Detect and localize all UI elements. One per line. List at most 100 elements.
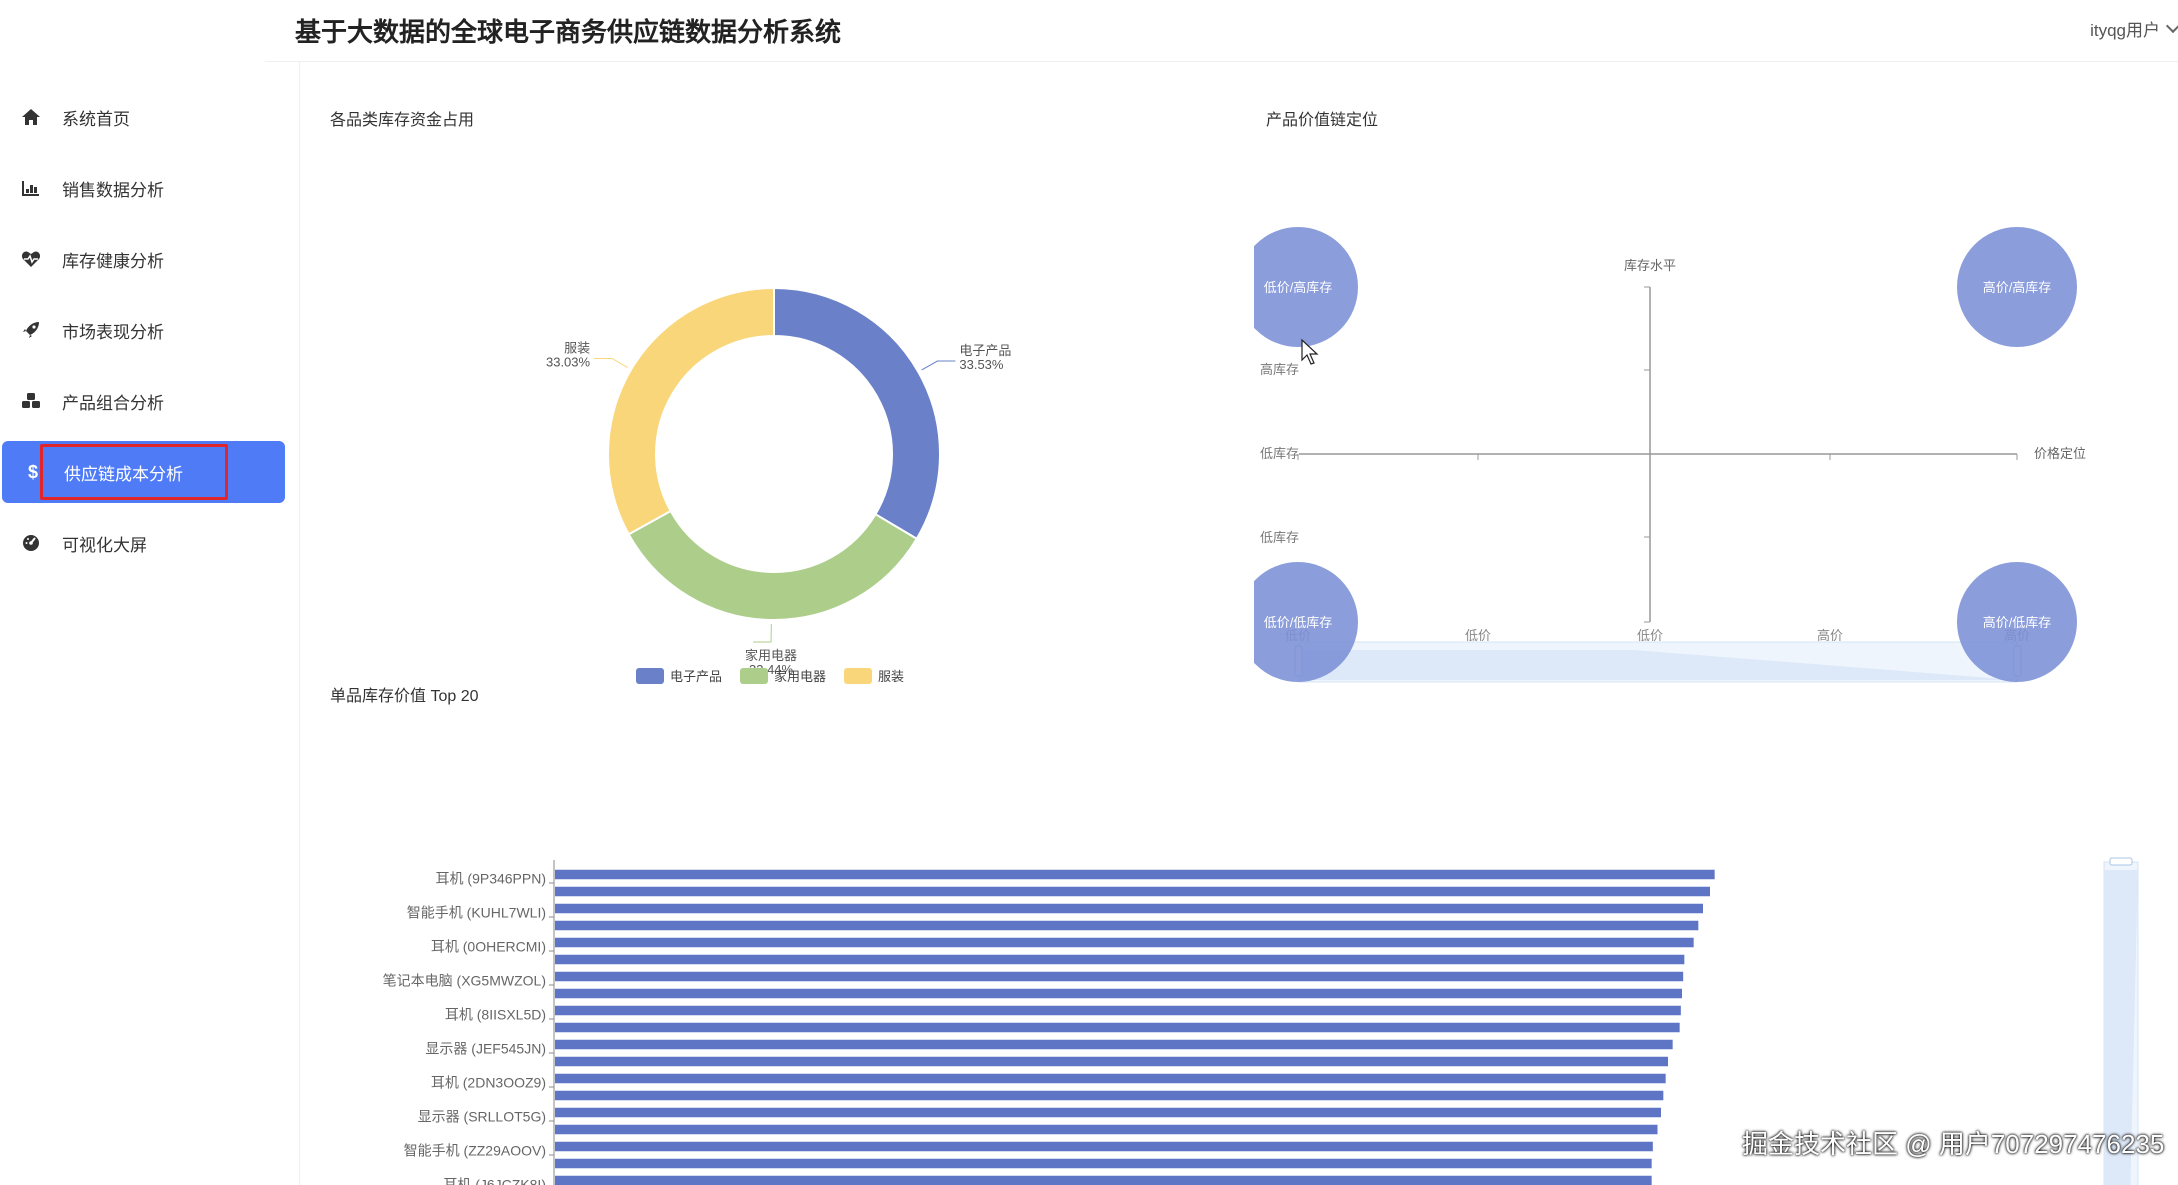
- bar[interactable]: [555, 1056, 1668, 1067]
- sidebar-item-market[interactable]: 市场表现分析: [0, 299, 300, 361]
- category-label: 显示器 (SRLLOT5G): [418, 1109, 546, 1125]
- category-label: 耳机 (9P346PPN): [436, 871, 546, 887]
- sidebar-item-label: 可视化大屏: [62, 535, 147, 555]
- cubes-icon: [20, 390, 42, 412]
- legend-swatch[interactable]: [636, 668, 664, 684]
- quadrant-bubble[interactable]: [1254, 227, 1358, 347]
- bar[interactable]: [555, 1175, 1652, 1185]
- bar[interactable]: [555, 1124, 1658, 1135]
- label-line: [921, 360, 956, 371]
- category-label: 笔记本电脑 (XG5MWZOL): [383, 973, 546, 989]
- datazoom-shadow: [2104, 870, 2138, 1185]
- sidebar-item-inventory[interactable]: 库存健康分析: [0, 228, 300, 290]
- heartbeat-icon: [20, 248, 42, 270]
- sidebar-menu: 系统首页 销售数据分析 库存健康分析 市场表现分析: [0, 86, 300, 583]
- label-line: [594, 357, 628, 369]
- sidebar-item-home[interactable]: 系统首页: [0, 86, 300, 148]
- bar[interactable]: [555, 971, 1684, 982]
- watermark: 掘金技术社区 @ 用户707297476235: [1742, 1129, 2165, 1159]
- slice-value-label: 33.53%: [959, 357, 1004, 372]
- user-name: ityqg用户: [2090, 21, 2160, 40]
- home-icon: [20, 106, 42, 128]
- sidebar-item-supply-cost[interactable]: $ 供应链成本分析: [2, 441, 285, 503]
- category-label: 耳机 (8IISXL5D): [445, 1007, 546, 1023]
- x-tick-label: 低价: [1465, 628, 1491, 643]
- top-header: 基于大数据的全球电子商务供应链数据分析系统 ityqg用户: [265, 0, 2178, 62]
- sidebar-item-label: 市场表现分析: [62, 322, 164, 342]
- bar[interactable]: [555, 869, 1715, 880]
- quadrant-chart: 库存水平价格定位高库存低库存低库存低价低价低价高价高价低价/高库存高价/高库存低…: [1254, 227, 2086, 683]
- user-menu[interactable]: ityqg用户: [2090, 16, 2178, 41]
- rocket-icon: [20, 319, 42, 341]
- category-label: 智能手机 (ZZ29AOOV): [404, 1143, 546, 1159]
- slice-label: 家用电器: [745, 648, 797, 663]
- bar[interactable]: [555, 937, 1694, 948]
- legend-swatch[interactable]: [740, 668, 768, 684]
- category-label: 耳机 (J6JCZK8I): [443, 1177, 546, 1185]
- sidebar-item-big-screen[interactable]: 可视化大屏: [0, 512, 300, 574]
- x-axis-name: 价格定位: [2034, 446, 2086, 461]
- quadrant-label: 低价/低库存: [1264, 615, 1333, 630]
- pie-slice[interactable]: [607, 286, 775, 536]
- donut-chart-title: 各品类库存资金占用: [330, 112, 475, 129]
- quadrant-bubble[interactable]: [1957, 562, 2077, 682]
- top20-bar-chart: 耳机 (9P346PPN) 智能手机 (KUHL7WLI) 耳机 (0OHERCMI…: [383, 857, 2139, 1185]
- slice-label: 服装: [564, 340, 590, 355]
- y-tick-label: 低库存: [1260, 446, 1299, 461]
- bar[interactable]: [555, 1039, 1673, 1050]
- y-tick-label: 低库存: [1260, 530, 1299, 545]
- bar[interactable]: [555, 903, 1703, 914]
- category-label: 耳机 (2DN3OOZ9): [431, 1075, 546, 1091]
- category-label: 显示器 (JEF545JN): [425, 1041, 546, 1057]
- quadrant-chart-title: 产品价值链定位: [1266, 112, 1379, 129]
- bar[interactable]: [555, 1073, 1666, 1084]
- bar[interactable]: [555, 886, 1710, 897]
- sidebar: 系统首页 销售数据分析 库存健康分析 市场表现分析: [0, 0, 300, 1185]
- pie-slice[interactable]: [627, 509, 919, 621]
- quadrant-label: 低价/高库存: [1264, 280, 1333, 295]
- dollar-icon: $: [27, 461, 38, 482]
- bar[interactable]: [555, 1090, 1664, 1101]
- datazoom-shadow: [1299, 650, 2017, 680]
- app-title: 基于大数据的全球电子商务供应链数据分析系统: [295, 17, 842, 47]
- datazoom-handle-top[interactable]: [2109, 857, 2133, 866]
- quadrant-label: 高价/低库存: [1983, 615, 2052, 630]
- quadrant-bubble[interactable]: [1254, 562, 1358, 682]
- category-label: 耳机 (0OHERCMI): [431, 939, 546, 955]
- y-tick-label: 高库存: [1260, 362, 1299, 377]
- label-line: [753, 623, 772, 643]
- sidebar-item-label: 销售数据分析: [62, 180, 164, 200]
- sidebar-item-product-mix[interactable]: 产品组合分析: [0, 370, 300, 432]
- chevron-down-icon: [2165, 18, 2178, 33]
- x-tick-label: 高价: [1817, 628, 1843, 643]
- y-axis-name: 库存水平: [1624, 258, 1676, 273]
- bar[interactable]: [555, 954, 1685, 965]
- sidebar-item-label: 产品组合分析: [62, 393, 164, 413]
- sidebar-item-sales[interactable]: 销售数据分析: [0, 157, 300, 219]
- legend-item: 家用电器: [774, 669, 826, 684]
- quadrant-bubble[interactable]: [1957, 227, 2077, 347]
- legend-swatch[interactable]: [844, 668, 872, 684]
- dashboard-icon: [20, 532, 42, 554]
- mouse-cursor-icon: [1301, 338, 1319, 365]
- pie-slice[interactable]: [773, 286, 941, 541]
- bar[interactable]: [555, 1158, 1652, 1169]
- bar[interactable]: [555, 1107, 1661, 1118]
- slice-value-label: 33.03%: [546, 354, 591, 369]
- sidebar-item-label: 系统首页: [62, 109, 130, 129]
- slice-label: 电子产品: [959, 343, 1011, 358]
- legend-item: 电子产品: [670, 669, 722, 684]
- bar[interactable]: [555, 920, 1699, 931]
- bar[interactable]: [555, 988, 1682, 999]
- bar[interactable]: [555, 1005, 1681, 1016]
- sidebar-item-label: 供应链成本分析: [64, 464, 183, 484]
- bar[interactable]: [555, 1022, 1680, 1033]
- bar[interactable]: [555, 1141, 1653, 1152]
- quadrant-label: 高价/高库存: [1983, 280, 2052, 295]
- sidebar-item-label: 库存健康分析: [62, 251, 164, 271]
- bar-chart-icon: [20, 177, 42, 199]
- legend-item: 服装: [878, 669, 904, 684]
- bar-chart-title: 单品库存价值 Top 20: [330, 688, 479, 705]
